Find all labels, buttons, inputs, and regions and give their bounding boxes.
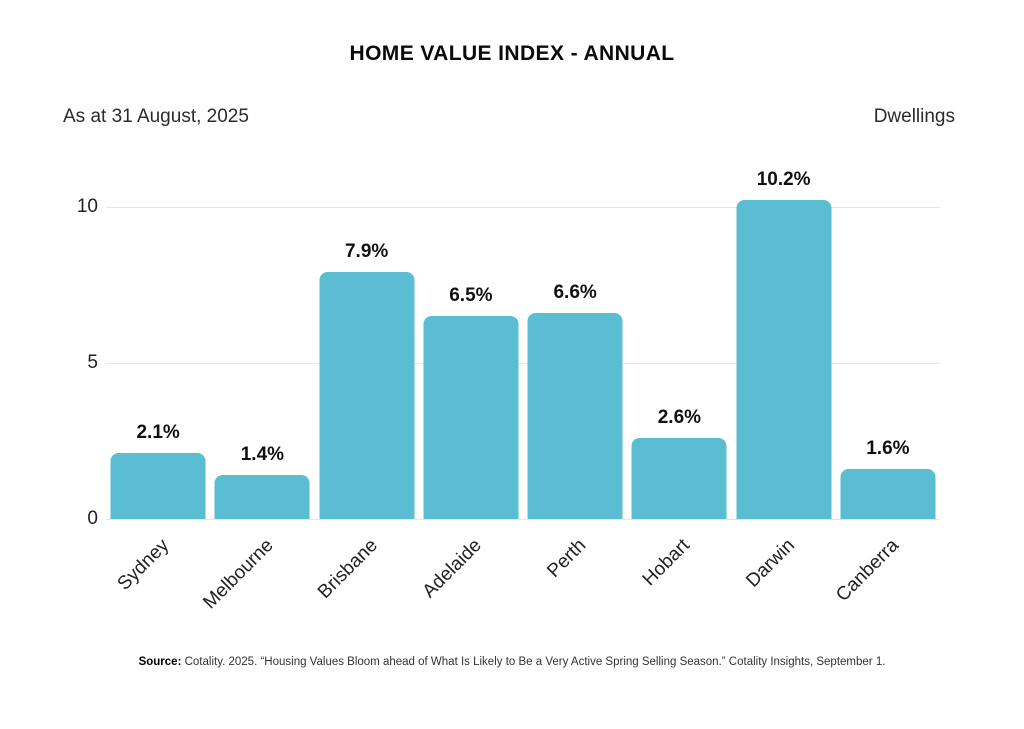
x-axis-label: Adelaide xyxy=(418,535,486,603)
bar xyxy=(319,272,415,519)
bar-value-label: 10.2% xyxy=(756,169,811,191)
bar-group: 7.9% Brisbane xyxy=(314,169,419,603)
bar-group: 10.2% Darwin xyxy=(732,169,836,592)
bar-group: 1.6% Canberra xyxy=(832,169,940,606)
bar xyxy=(527,312,623,519)
source-label: Source: xyxy=(138,656,182,668)
x-axis-label: Perth xyxy=(543,535,590,582)
bar xyxy=(214,475,310,519)
chart-subheader: As at 31 August, 2025 Dwellings xyxy=(63,106,955,128)
plot-area: 2.1% Sydney 1.4% Melbourne 7.9% Brisbane 6.5% A… xyxy=(77,169,940,613)
bar xyxy=(631,437,727,519)
bar xyxy=(736,200,832,519)
gridline xyxy=(106,206,940,208)
x-axis-label: Brisbane xyxy=(313,535,382,603)
bar-value-label: 2.1% xyxy=(136,422,180,444)
x-axis-label: Melbourne xyxy=(198,535,278,614)
bar xyxy=(840,469,936,519)
bar-group: 6.6% Perth xyxy=(523,169,627,582)
gridline xyxy=(106,362,940,364)
dwellings-label: Dwellings xyxy=(873,106,955,127)
x-axis-label: Darwin xyxy=(741,535,799,592)
as-at-date-label: As at 31 August, 2025 xyxy=(63,106,249,127)
y-axis-tick-label: 0 xyxy=(87,508,98,529)
y-axis-tick-label: 10 xyxy=(76,195,98,217)
bar xyxy=(423,315,519,519)
bar-group: 2.6% Hobart xyxy=(627,169,731,590)
bar xyxy=(110,453,206,519)
bar-value-label: 6.6% xyxy=(553,281,597,303)
chart-title: HOME VALUE INDEX - ANNUAL xyxy=(349,42,675,65)
bar-value-label: 1.4% xyxy=(240,444,285,466)
bar-group: 1.4% Melbourne xyxy=(199,169,314,613)
source-note: Source: Cotality. 2025. “Housing Values … xyxy=(0,656,1024,668)
x-axis-label: Canberra xyxy=(831,535,903,606)
bar-value-label: 1.6% xyxy=(866,438,910,459)
x-axis-label: Hobart xyxy=(639,535,695,591)
gridline xyxy=(106,519,940,520)
y-axis-tick-label: 5 xyxy=(87,351,98,373)
source-text: Cotality. 2025. “Housing Values Bloom ah… xyxy=(181,656,886,668)
x-axis-label: Sydney xyxy=(113,535,173,595)
bar-group: 6.5% Adelaide xyxy=(419,169,523,602)
bar-value-label: 7.9% xyxy=(344,241,389,263)
bar-value-label: 2.6% xyxy=(657,406,702,428)
bar-value-label: 6.5% xyxy=(449,284,493,306)
bar-group: 2.1% Sydney xyxy=(106,169,210,595)
bars-container: 2.1% Sydney 1.4% Melbourne 7.9% Brisbane 6.5% A… xyxy=(106,169,940,613)
